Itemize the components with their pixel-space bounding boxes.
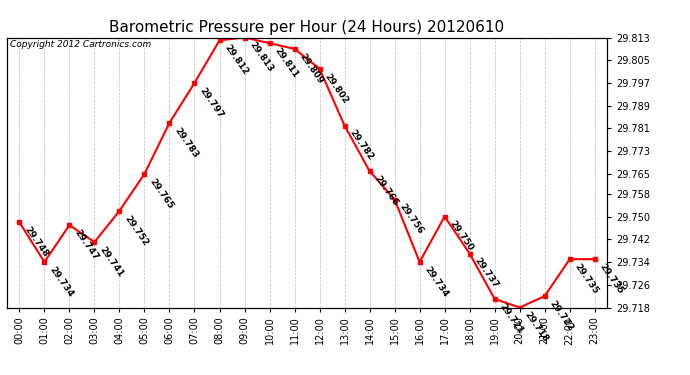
Title: Barometric Pressure per Hour (24 Hours) 20120610: Barometric Pressure per Hour (24 Hours) …	[110, 20, 504, 35]
Text: 29.756: 29.756	[397, 202, 425, 236]
Text: 29.752: 29.752	[122, 214, 150, 248]
Text: 29.734: 29.734	[422, 265, 450, 298]
Text: 29.783: 29.783	[172, 126, 199, 159]
Text: 29.741: 29.741	[97, 245, 125, 279]
Text: 29.721: 29.721	[497, 302, 525, 336]
Text: 29.718: 29.718	[522, 310, 550, 344]
Text: 29.782: 29.782	[347, 128, 375, 162]
Text: 29.735: 29.735	[598, 262, 625, 296]
Text: 29.735: 29.735	[573, 262, 600, 296]
Text: 29.748: 29.748	[22, 225, 50, 259]
Text: 29.766: 29.766	[373, 174, 400, 208]
Text: 29.809: 29.809	[297, 52, 324, 85]
Text: 29.737: 29.737	[473, 256, 500, 290]
Text: 29.765: 29.765	[147, 177, 175, 210]
Text: 29.722: 29.722	[547, 299, 575, 333]
Text: 29.813: 29.813	[247, 40, 275, 74]
Text: 29.747: 29.747	[72, 228, 100, 262]
Text: 29.750: 29.750	[447, 219, 475, 253]
Text: Copyright 2012 Cartronics.com: Copyright 2012 Cartronics.com	[10, 40, 151, 49]
Text: 29.812: 29.812	[222, 43, 250, 77]
Text: 29.811: 29.811	[273, 46, 299, 80]
Text: 29.802: 29.802	[322, 72, 350, 105]
Text: 29.734: 29.734	[47, 265, 75, 298]
Text: 29.797: 29.797	[197, 86, 225, 120]
